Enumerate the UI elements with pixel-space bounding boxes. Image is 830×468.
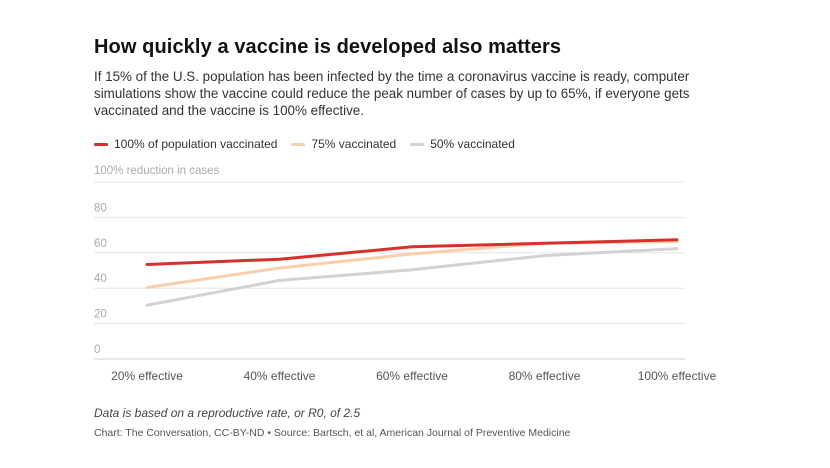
series-line-1 [145,240,679,289]
x-tick-1: 40% effective [244,369,316,383]
legend-item-0: 100% of population vaccinated [94,137,277,151]
legend-item-2: 50% vaccinated [410,137,515,151]
y-tick-20: 20 [94,309,107,321]
series-line-2 [145,247,679,307]
legend-swatch-0 [94,142,108,146]
legend: 100% of population vaccinated 75% vaccina… [94,137,529,151]
y-tick-80: 80 [94,202,107,214]
chart-source: Chart: The Conversation, CC-BY-ND • Sour… [94,427,571,439]
x-tick-4: 100% effective [638,369,717,383]
chart-title: How quickly a vaccine is developed also … [94,36,562,58]
y-tick-40: 40 [94,273,107,285]
chart-subtitle: If 15% of the U.S. population has been i… [94,69,690,118]
line-chart: 100% reduction in cases 0 20 40 60 80 20% effe… [94,165,717,383]
legend-label-2: 50% vaccinated [430,137,515,151]
y-axis-label: 100% reduction in cases [94,165,220,177]
legend-swatch-2 [410,142,425,146]
x-tick-0: 20% effective [111,369,183,383]
y-tick-0: 0 [94,344,100,356]
legend-item-1: 75% vaccinated [291,137,396,151]
x-tick-3: 80% effective [509,369,581,383]
data-note: Data is based on a reproductive rate, or… [94,406,361,420]
y-tick-60: 60 [94,238,107,250]
legend-label-0: 100% of population vaccinated [114,137,278,151]
x-tick-2: 60% effective [376,369,448,383]
legend-label-1: 75% vaccinated [311,137,397,151]
legend-swatch-1 [291,142,306,146]
